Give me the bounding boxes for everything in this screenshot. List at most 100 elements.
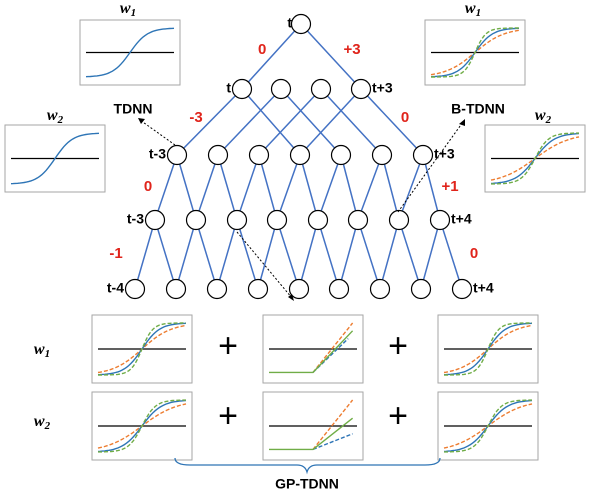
b-tdnn-label: B-TDNN xyxy=(451,101,505,117)
edge xyxy=(241,23,302,90)
weight-subscript: 1 xyxy=(131,7,137,19)
edge xyxy=(422,154,441,221)
plot-curve xyxy=(431,27,519,78)
brace xyxy=(174,457,441,475)
edge xyxy=(258,154,278,221)
weight-symbol: w xyxy=(120,0,131,17)
edge xyxy=(298,219,319,290)
edge xyxy=(195,154,219,221)
offset-label: 0 xyxy=(401,109,409,126)
offset-label: -1 xyxy=(109,245,122,262)
offset-label: -3 xyxy=(189,109,202,126)
offset-label: +3 xyxy=(343,41,360,58)
node-label: t xyxy=(226,80,231,96)
node xyxy=(412,144,434,166)
offset-label: 0 xyxy=(144,178,152,195)
node xyxy=(451,278,473,300)
plus: + xyxy=(388,397,408,435)
edge xyxy=(175,219,197,290)
offset-label: +1 xyxy=(441,178,458,195)
edge xyxy=(439,219,463,290)
activation-plot xyxy=(437,314,539,384)
node xyxy=(310,78,332,100)
plot-curve xyxy=(312,322,354,373)
edge xyxy=(176,88,243,156)
activation-plot xyxy=(484,124,586,193)
edge xyxy=(195,219,218,290)
weight-symbol: w xyxy=(34,341,45,358)
node xyxy=(206,278,228,300)
weight-label: w2 xyxy=(535,107,552,126)
plot-curve xyxy=(444,322,532,376)
node xyxy=(350,78,372,100)
edge xyxy=(381,154,400,221)
plot-curve xyxy=(444,399,532,453)
plot-curve xyxy=(85,27,175,78)
edge xyxy=(299,154,319,221)
edge xyxy=(154,154,178,221)
plots xyxy=(4,19,586,461)
edge xyxy=(340,154,359,221)
edge xyxy=(258,88,322,156)
weight-subscript: 2 xyxy=(545,114,552,126)
weight-subscript: 1 xyxy=(45,348,51,360)
weight-label: w1 xyxy=(34,341,50,360)
edge xyxy=(217,88,282,156)
node-label: t+3 xyxy=(434,146,455,162)
weight-symbol: w xyxy=(465,0,476,17)
node xyxy=(369,278,391,300)
node xyxy=(290,13,312,35)
edge xyxy=(338,219,359,290)
activation-plot xyxy=(262,391,364,461)
node xyxy=(226,209,248,231)
node xyxy=(429,209,451,231)
edge xyxy=(317,219,340,290)
plot-curve xyxy=(98,399,186,453)
weight-subscript: 2 xyxy=(44,420,51,432)
activation-plot xyxy=(4,124,106,193)
node-label: t-4 xyxy=(107,280,124,296)
gp-tdnn-label: GP-TDNN xyxy=(275,476,339,492)
weight-label: w1 xyxy=(465,0,481,19)
edge xyxy=(216,219,238,290)
weight-symbol: w xyxy=(34,413,45,430)
plus: + xyxy=(388,327,408,365)
tdnn-label: TDNN xyxy=(114,101,153,117)
edge xyxy=(398,154,424,221)
node xyxy=(330,144,352,166)
edge xyxy=(236,154,260,221)
node xyxy=(347,209,369,231)
node-label: t+4 xyxy=(451,211,472,227)
node xyxy=(247,278,269,300)
weight-label: w1 xyxy=(120,0,136,19)
node-label: t+3 xyxy=(372,80,393,96)
activation-plot xyxy=(91,314,193,384)
node xyxy=(270,78,292,100)
plot-curve xyxy=(312,399,354,450)
node xyxy=(231,78,253,100)
node-label: t-3 xyxy=(149,146,166,162)
activation-plot xyxy=(437,391,539,461)
weight-subscript: 1 xyxy=(476,7,482,19)
edge xyxy=(134,219,156,290)
edge xyxy=(320,88,383,156)
weight-subscript: 2 xyxy=(57,114,64,126)
node xyxy=(166,144,188,166)
weight-symbol: w xyxy=(535,107,546,124)
weight-symbol: w xyxy=(47,107,58,124)
edge xyxy=(398,219,422,290)
node-label: t+4 xyxy=(473,280,494,296)
edge xyxy=(300,23,362,90)
offset-label: 0 xyxy=(258,41,266,58)
node-label: t xyxy=(287,15,292,31)
activation-plot xyxy=(262,314,364,384)
edge xyxy=(299,88,362,156)
node xyxy=(289,144,311,166)
weight-label: w2 xyxy=(47,107,64,126)
edge xyxy=(236,219,259,290)
edge xyxy=(276,219,300,290)
node xyxy=(288,278,310,300)
node-label: t-3 xyxy=(127,211,144,227)
edge xyxy=(379,219,400,290)
